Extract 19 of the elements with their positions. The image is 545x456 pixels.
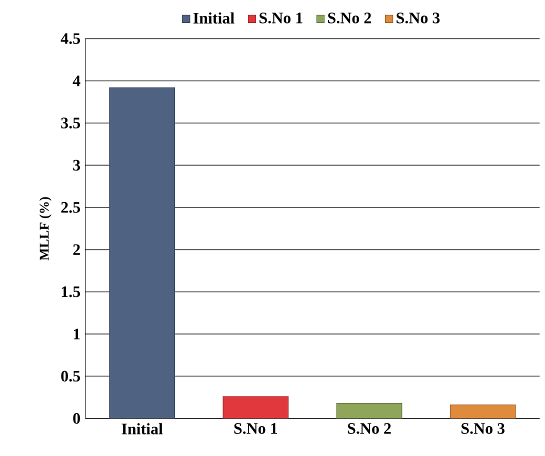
y-tick-label: 1.5	[62, 286, 80, 298]
y-axis-title: MLLF (%)	[39, 197, 52, 260]
y-tick-label: 2.5	[61, 202, 80, 213]
x-tick-label: S.No 1	[234, 423, 278, 434]
y-tick-label: 3	[73, 160, 80, 171]
y-tick-label: 1	[74, 328, 80, 340]
legend-label: S.No 1	[260, 12, 302, 24]
y-tick-label: 0.5	[61, 370, 80, 382]
y-tick-label: 4	[72, 76, 80, 86]
legend-label: Initial	[193, 12, 234, 24]
x-tick-label: S.No 3	[462, 423, 505, 434]
y-tick-label: 0	[73, 413, 80, 424]
legend-label: S.No 3	[396, 12, 440, 24]
y-tick-label: 4.5	[60, 33, 80, 44]
y-tick-label: 2	[73, 244, 80, 256]
x-tick-label: S.No 2	[348, 423, 391, 434]
y-tick-label: 3.5	[61, 118, 80, 129]
legend-label: S.No 2	[328, 12, 371, 24]
x-tick-label: Initial	[122, 423, 163, 434]
